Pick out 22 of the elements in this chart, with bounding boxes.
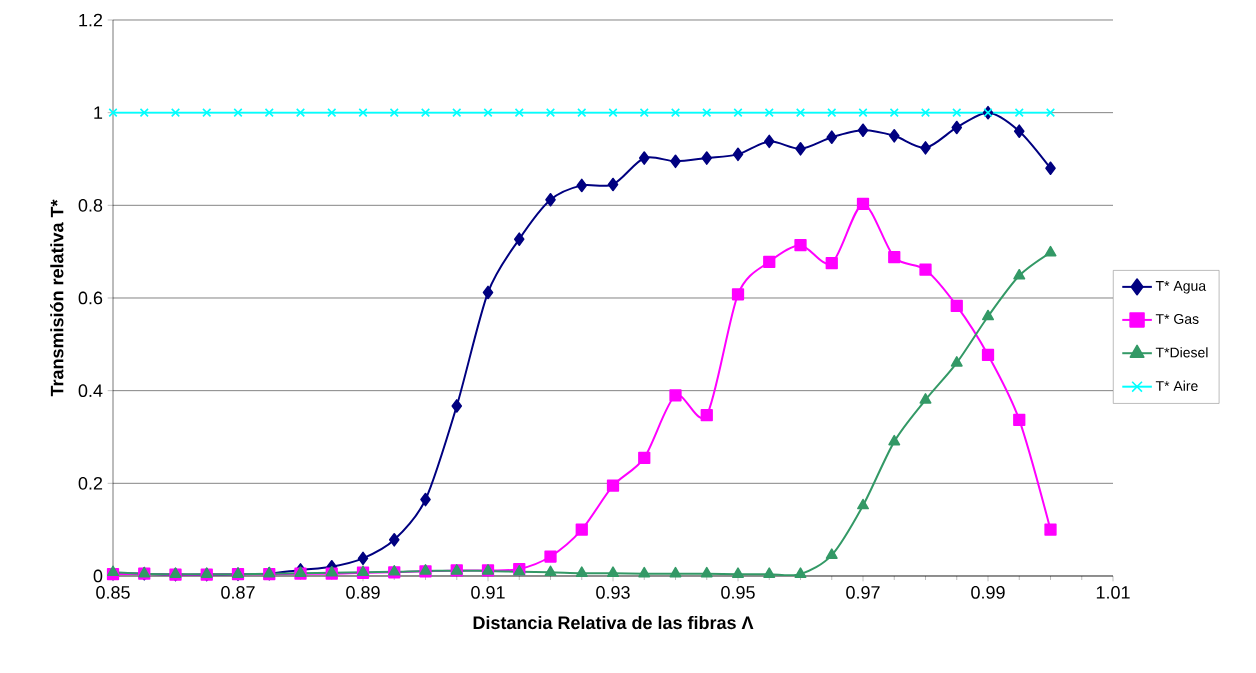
legend-label: T* Agua bbox=[1155, 281, 1207, 294]
x-tick-label: 0.91 bbox=[471, 586, 505, 599]
x-tick-label: 0.97 bbox=[846, 586, 880, 599]
x-axis-title: Distancia Relativa de las fibras Λ bbox=[473, 615, 754, 630]
x-tick-label: 1.01 bbox=[1096, 586, 1130, 599]
x-tick-label: 0.89 bbox=[346, 586, 380, 599]
legend-label: T* Aire bbox=[1155, 380, 1198, 391]
x-tick-label: 0.99 bbox=[971, 586, 1005, 599]
y-tick-label: 0.4 bbox=[78, 384, 103, 398]
y-tick-label: 0.6 bbox=[78, 291, 103, 305]
x-tick-label: 0.87 bbox=[221, 586, 255, 599]
x-tick-label: 0.93 bbox=[596, 586, 630, 599]
y-tick-label: 1 bbox=[94, 106, 103, 119]
legend-label: T*Diesel bbox=[1155, 347, 1208, 358]
y-tick-label: 0 bbox=[93, 569, 103, 583]
x-tick-label: 0.85 bbox=[96, 586, 130, 599]
y-tick-label: 0.2 bbox=[78, 476, 103, 490]
y-axis-title: Transmisión relativa T* bbox=[50, 199, 64, 397]
y-tick-label: 1.2 bbox=[79, 13, 103, 27]
y-tick-label: 0.8 bbox=[78, 198, 103, 212]
legend-label: T* Gas bbox=[1155, 314, 1199, 324]
x-tick-label: 0.95 bbox=[721, 586, 755, 599]
